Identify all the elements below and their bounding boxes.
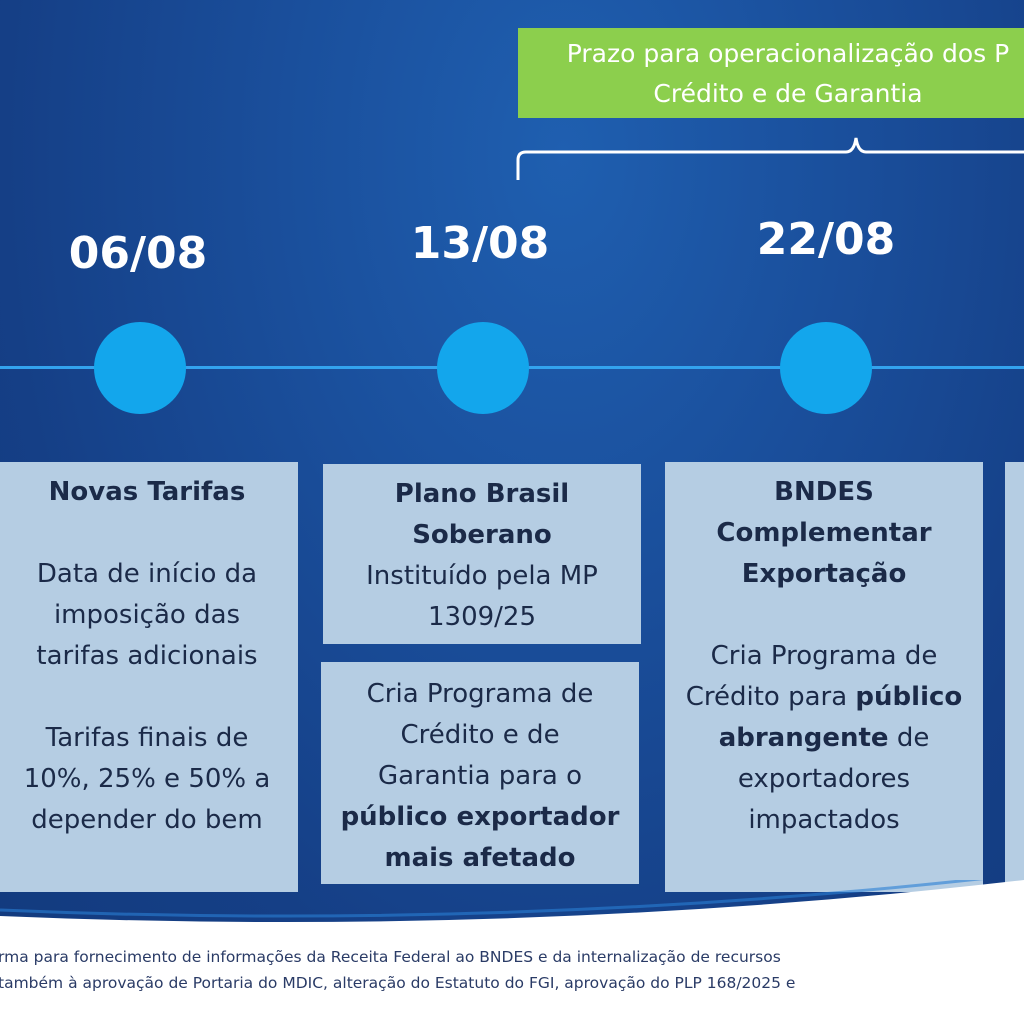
timeline-dot-3	[780, 322, 872, 414]
footnote-line-2: também à aprovação de Portaria do MDIC, …	[0, 974, 796, 992]
card-text: Instituído pela MP 1309/25	[366, 561, 598, 632]
card-text: Cria Programa de Crédito para público ab…	[685, 641, 963, 835]
timeline-dot-2	[437, 322, 529, 414]
card-highlight: público exportador mais afetado	[340, 802, 620, 873]
card-title: Novas Tarifas	[48, 477, 246, 507]
card-title: Plano Brasil Soberano	[394, 479, 570, 550]
bottom-swoosh	[0, 880, 1024, 1024]
timeline-dot-1	[94, 322, 186, 414]
date-label-1: 06/08	[68, 228, 208, 279]
card-programa-credito: Cria Programa de Crédito e de Garantia p…	[321, 662, 639, 884]
banner-line-2: Crédito e de Garantia	[653, 79, 923, 108]
card-text: Tarifas finais de 10%, 25% e 50% a depen…	[23, 723, 271, 835]
banner-line-1: Prazo para operacionalização dos P	[566, 39, 1010, 68]
card-text: Cria Programa de Crédito e de Garantia p…	[366, 679, 594, 791]
footnote-line-1: rma para fornecimento de informações da …	[0, 948, 781, 966]
card-partial	[1005, 462, 1024, 892]
brace-connector	[516, 137, 1024, 180]
deadline-banner: Prazo para operacionalização dos P Crédi…	[518, 28, 1024, 118]
card-novas-tarifas: Novas Tarifas Data de início da imposiçã…	[0, 462, 298, 892]
card-plano-brasil-soberano: Plano Brasil Soberano Instituído pela MP…	[323, 464, 641, 644]
card-title: BNDES Complementar Exportação	[716, 477, 932, 589]
footnote: rma para fornecimento de informações da …	[0, 944, 1024, 996]
date-label-2: 13/08	[410, 218, 550, 269]
card-highlight: público abrangente	[718, 682, 963, 753]
date-label-3: 22/08	[756, 214, 896, 265]
card-text: Data de início da imposição das tarifas …	[36, 559, 258, 671]
card-bndes: BNDES Complementar Exportação Cria Progr…	[665, 462, 983, 892]
